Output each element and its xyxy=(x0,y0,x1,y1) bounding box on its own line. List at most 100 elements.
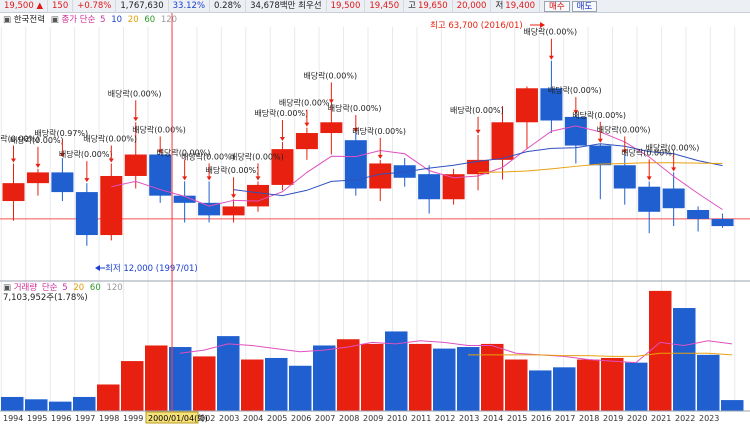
x-tick-label: 2022 xyxy=(675,414,695,423)
x-tick-label: 2010 xyxy=(387,414,407,423)
dividend-label: 배당락(0.00%) xyxy=(10,135,64,145)
x-tick-label: 2020 xyxy=(627,414,647,423)
sell-button[interactable]: 매도 xyxy=(571,0,598,12)
candle-body xyxy=(173,195,196,203)
dividend-arrow-icon xyxy=(84,178,90,183)
volume-bar xyxy=(481,343,504,411)
volume-legend: ▣ 거래량 단순 5 20 60 120 xyxy=(3,282,123,293)
volume-bar xyxy=(265,357,288,411)
dividend-label: 배당락(0.00%) xyxy=(548,85,602,95)
volume-bar xyxy=(217,336,240,411)
low-price: 저 19,400 xyxy=(491,0,541,13)
dividend-label: 배당락(0.00%) xyxy=(450,105,504,115)
candle-body xyxy=(75,192,98,236)
candle-body xyxy=(687,209,710,219)
dividend-label: 배당락(0.97%) xyxy=(34,128,88,138)
x-tick-label: 2003 xyxy=(219,414,239,423)
x-tick-label: 1995 xyxy=(27,414,47,423)
dividend-label: 배당락(0.00%) xyxy=(572,110,626,120)
volume-bar xyxy=(169,347,192,411)
volume-ma-lines xyxy=(179,340,733,364)
dividend-label: 배당락(0.00%) xyxy=(352,126,406,136)
dividend-label: 배당락(0.00%) xyxy=(303,70,357,80)
dividend-arrow-icon xyxy=(304,122,310,127)
candle-body xyxy=(51,172,74,193)
price-change-pct: +0.78% xyxy=(73,0,117,13)
high-price-2: 20,000 xyxy=(453,0,492,13)
x-tick-label: 1999 xyxy=(123,414,143,423)
volume-bar xyxy=(505,359,528,411)
dividend-arrow-icon xyxy=(475,129,481,134)
dividend-label: 배당락(0.00%) xyxy=(621,147,675,157)
ma20-line xyxy=(478,162,723,173)
ma5-line xyxy=(111,125,723,211)
candle-body xyxy=(100,175,123,236)
ma10-line xyxy=(233,143,723,197)
x-tick-label: 1997 xyxy=(75,414,95,423)
candle-body xyxy=(198,202,221,216)
volume-bar xyxy=(313,345,336,411)
volume-bar xyxy=(409,343,432,411)
volume-ratio: 33.12% xyxy=(169,0,211,13)
x-tick-label: 2002 xyxy=(195,414,215,423)
volume-bar xyxy=(577,359,600,411)
trade-volume: 1,767,630 xyxy=(116,0,169,13)
buy-button[interactable]: 매수 xyxy=(544,0,570,12)
dividend-label: 배당락(0.00%) xyxy=(254,108,308,118)
volume-bar xyxy=(697,354,720,411)
dividend-arrow-icon xyxy=(573,110,579,115)
dividend-label: 배당락(0.00%) xyxy=(230,151,284,161)
x-tick-label: 2006 xyxy=(291,414,311,423)
dividend-arrow-icon xyxy=(182,176,188,181)
dividend-label: 배당락(0.00%) xyxy=(181,151,235,161)
best-bid: 19,450 xyxy=(365,0,405,13)
quote-bar: 19,500 ▲ 150 +0.78% 1,767,630 33.12% 0.2… xyxy=(0,0,750,13)
volume-bar xyxy=(49,401,72,411)
x-tick-label: 2005 xyxy=(267,414,287,423)
candle-body xyxy=(564,116,587,146)
candle-body xyxy=(613,165,636,189)
high-price: 고 19,650 xyxy=(404,0,453,13)
high-annotation: 최고 63,700 (2016/01) xyxy=(430,20,523,31)
candle-body xyxy=(369,163,392,189)
volume-bar xyxy=(529,370,552,411)
price-volume-chart[interactable]: 배당락(0.00%)배당락(0.00%)배당락(0.97%)배당락(0.00%)… xyxy=(0,13,750,424)
dividend-label: 배당락(0.00%) xyxy=(646,142,700,152)
ma-lines xyxy=(111,125,723,211)
dividend-arrow-icon xyxy=(231,194,237,199)
dividend-arrow-icon xyxy=(59,153,65,158)
dividend-arrow-icon xyxy=(108,158,114,163)
candle-body xyxy=(247,184,269,207)
candles xyxy=(2,60,734,246)
dividend-arrow-icon xyxy=(206,176,212,181)
candle-body xyxy=(344,140,367,189)
dividend-arrow-icon xyxy=(548,55,554,60)
volume-bar xyxy=(433,348,456,411)
dividend-label: 배당락(0.00%) xyxy=(132,125,186,135)
candle-body xyxy=(515,88,538,123)
dividend-label: 배당락(0.00%) xyxy=(83,133,137,143)
volume-bar xyxy=(97,384,120,411)
volume-bar xyxy=(241,359,264,411)
x-tick-label: 2011 xyxy=(411,414,431,423)
low-annotation: 최저 12,000 (1997/01) xyxy=(105,263,198,274)
volume-bar xyxy=(361,343,384,411)
x-tick-label: 1994 xyxy=(3,414,23,423)
dividend-markers: 배당락(0.00%)배당락(0.00%)배당락(0.97%)배당락(0.00%)… xyxy=(0,27,699,199)
x-tick-label: 2009 xyxy=(363,414,383,423)
volume-bar xyxy=(721,400,744,411)
x-tick-label: 2017 xyxy=(555,414,575,423)
dividend-arrow-icon xyxy=(328,99,334,104)
volume-ma20-line xyxy=(468,352,733,357)
dividend-label: 배당락(0.00%) xyxy=(108,88,162,98)
candle-body xyxy=(26,172,49,184)
cursor-date-label: 2000/01/04(화) xyxy=(148,414,208,423)
x-tick-label: 2007 xyxy=(315,414,335,423)
x-tick-label: 2015 xyxy=(507,414,527,423)
dividend-arrow-icon xyxy=(35,163,41,168)
dividend-arrow-icon xyxy=(377,154,383,159)
dividend-arrow-icon xyxy=(597,138,603,143)
candle-body xyxy=(711,218,734,227)
volume-bar xyxy=(625,362,648,411)
candle-body xyxy=(638,186,661,212)
